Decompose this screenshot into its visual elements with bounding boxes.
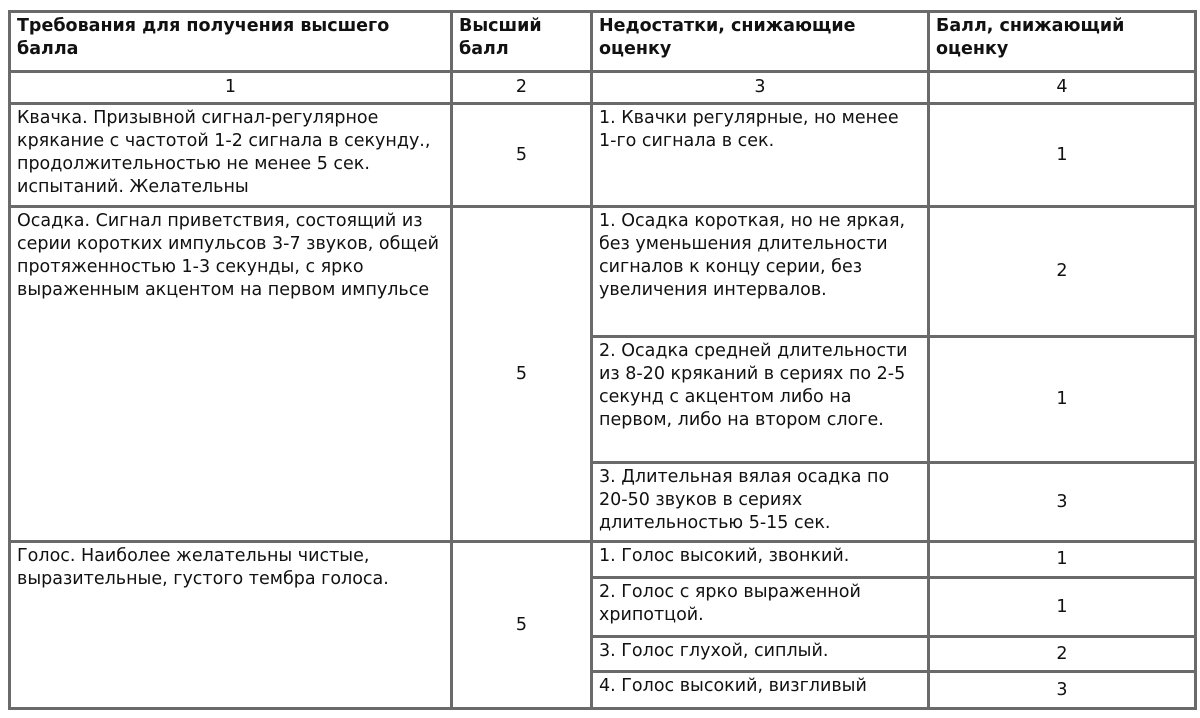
max-score-cell: 5 [450, 205, 593, 543]
scoring-table: Требования для получения высшего балла В… [8, 10, 1197, 710]
column-number-row: 1 2 3 4 [8, 70, 1197, 105]
defect-score-cell: 3 [927, 670, 1197, 710]
header-requirements: Требования для получения высшего балла [8, 10, 453, 73]
max-score-cell: 5 [450, 540, 593, 710]
column-number: 4 [927, 70, 1197, 105]
header-reduced-score: Балл, снижающий оценку [927, 10, 1197, 73]
defect-score-cell: 1 [927, 576, 1197, 638]
defect-score-cell: 1 [927, 102, 1197, 208]
defect-cell: 1. Квачки регулярные, но менее 1-го сигн… [590, 102, 930, 208]
defect-cell: 3. Длительная вялая осадка по 20-50 звук… [590, 461, 930, 543]
defect-score-cell: 3 [927, 461, 1197, 543]
defect-cell: 3. Голос глухой, сиплый. [590, 635, 930, 673]
table-row: 3. Голос глухой, сиплый. 2 [10, 635, 1197, 673]
defect-score-cell: 1 [927, 335, 1197, 464]
header-row: Требования для получения высшего балла В… [8, 10, 1197, 73]
defect-score-cell: 2 [927, 205, 1197, 338]
table-row: Осадка. Сигнал приветствия, состоящий из… [8, 205, 1197, 543]
table-row: 2. Голос с ярко выраженной хрипотцой. 1 [10, 576, 1197, 638]
defect-score-cell: 2 [927, 635, 1197, 673]
table-row: 2. Осадка средней длительности из 8-20 к… [10, 335, 1197, 464]
header-max-score: Высший балл [450, 10, 593, 73]
table-row: Квачка. Призывной сигнал-регулярное кряк… [8, 102, 1197, 208]
defect-cell: 2. Голос с ярко выраженной хрипотцой. [590, 576, 930, 638]
table-row: Голос. Наиболее желательны чистые, выраз… [8, 540, 1197, 710]
defect-cell: 4. Голос высокий, визгливый [590, 670, 930, 710]
defect-cell: 1. Осадка короткая, но не яркая, без уме… [590, 205, 930, 338]
requirement-cell: Квачка. Призывной сигнал-регулярное кряк… [8, 102, 453, 208]
header-defects: Недостатки, снижающие оценку [590, 10, 930, 73]
defect-cell: 2. Осадка средней длительности из 8-20 к… [590, 335, 930, 464]
column-number: 1 [8, 70, 453, 105]
table-row: 4. Голос высокий, визгливый 3 [10, 670, 1197, 710]
max-score-cell: 5 [450, 102, 593, 208]
requirement-cell: Осадка. Сигнал приветствия, состоящий из… [8, 205, 453, 543]
column-number: 3 [590, 70, 930, 105]
requirement-cell: Голос. Наиболее желательны чистые, выраз… [8, 540, 453, 710]
table-row: 3. Длительная вялая осадка по 20-50 звук… [10, 461, 1197, 543]
column-number: 2 [450, 70, 593, 105]
defect-cell: 1. Голос высокий, звонкий. [590, 540, 930, 579]
defect-score-cell: 1 [927, 540, 1197, 579]
